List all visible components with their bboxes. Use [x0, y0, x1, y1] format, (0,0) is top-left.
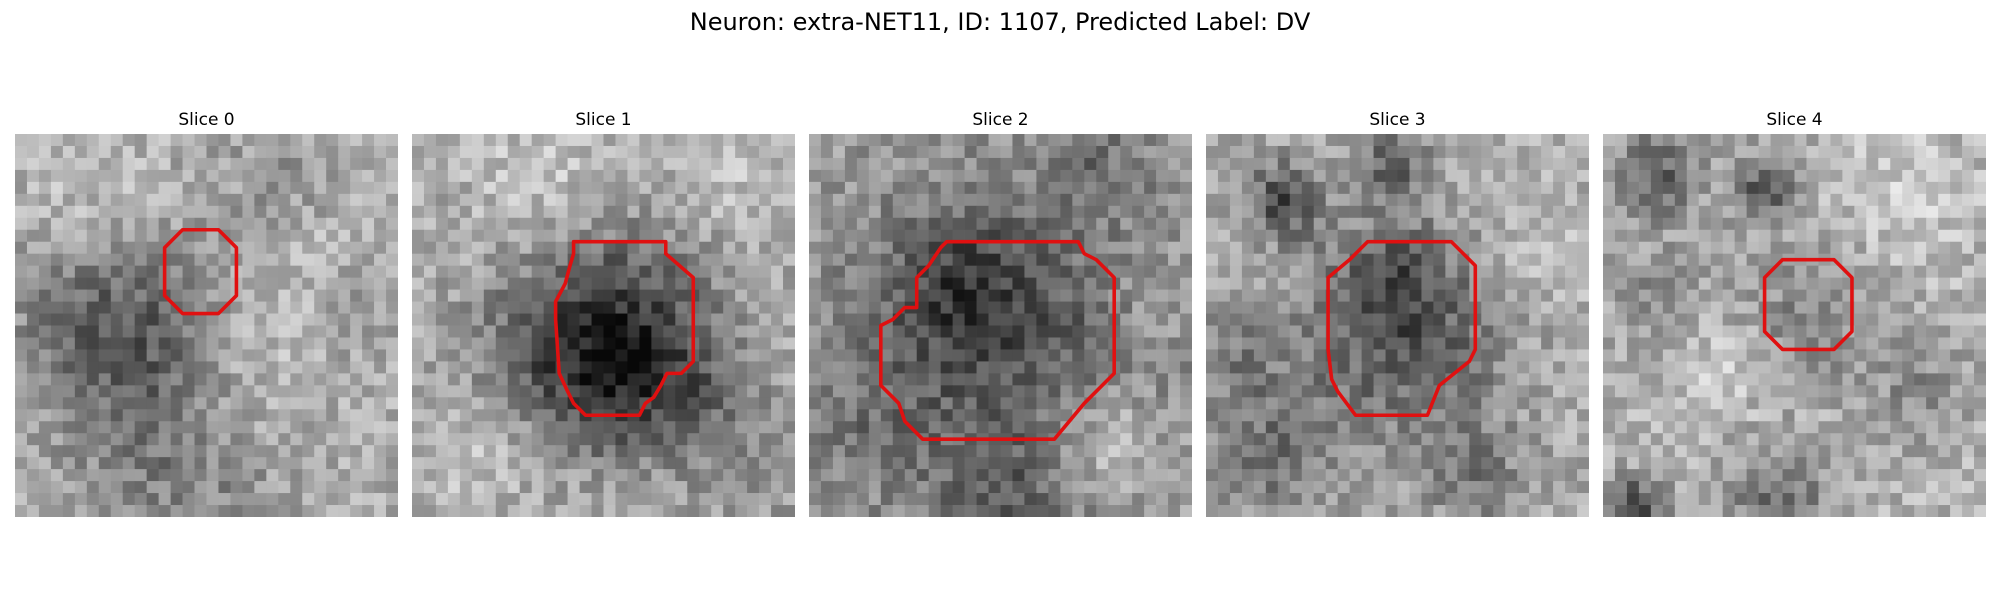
contour-outline	[879, 239, 1116, 441]
slice-panel-4: Slice 4	[1603, 108, 1986, 518]
slice-title: Slice 0	[178, 110, 235, 130]
grayscale-pixel-grid	[1206, 134, 1589, 517]
contour-outline	[553, 239, 696, 418]
grayscale-pixel-grid	[1603, 134, 1986, 517]
slice-image	[412, 134, 795, 517]
slice-title: Slice 3	[1369, 110, 1426, 130]
slice-panel-2: Slice 2	[809, 108, 1192, 518]
grayscale-pixel-grid	[15, 134, 398, 517]
slice-title: Slice 4	[1766, 110, 1823, 130]
slice-panel-0: Slice 0	[15, 108, 398, 518]
slice-title: Slice 2	[972, 110, 1029, 130]
slice-image	[1603, 134, 1986, 517]
slice-image	[1206, 134, 1589, 517]
slice-title: Slice 1	[575, 110, 632, 130]
slice-image	[809, 134, 1192, 517]
grayscale-pixel-grid	[412, 134, 795, 517]
slice-panel-1: Slice 1	[412, 108, 795, 518]
figure-title: Neuron: extra-NET11, ID: 1107, Predicted…	[689, 8, 1311, 36]
slice-panel-3: Slice 3	[1206, 108, 1589, 518]
slice-image	[15, 134, 398, 517]
contour-outline	[1762, 257, 1854, 352]
contour-outline	[162, 227, 239, 316]
grayscale-pixel-grid	[809, 134, 1192, 517]
contour-outline	[1326, 239, 1478, 418]
